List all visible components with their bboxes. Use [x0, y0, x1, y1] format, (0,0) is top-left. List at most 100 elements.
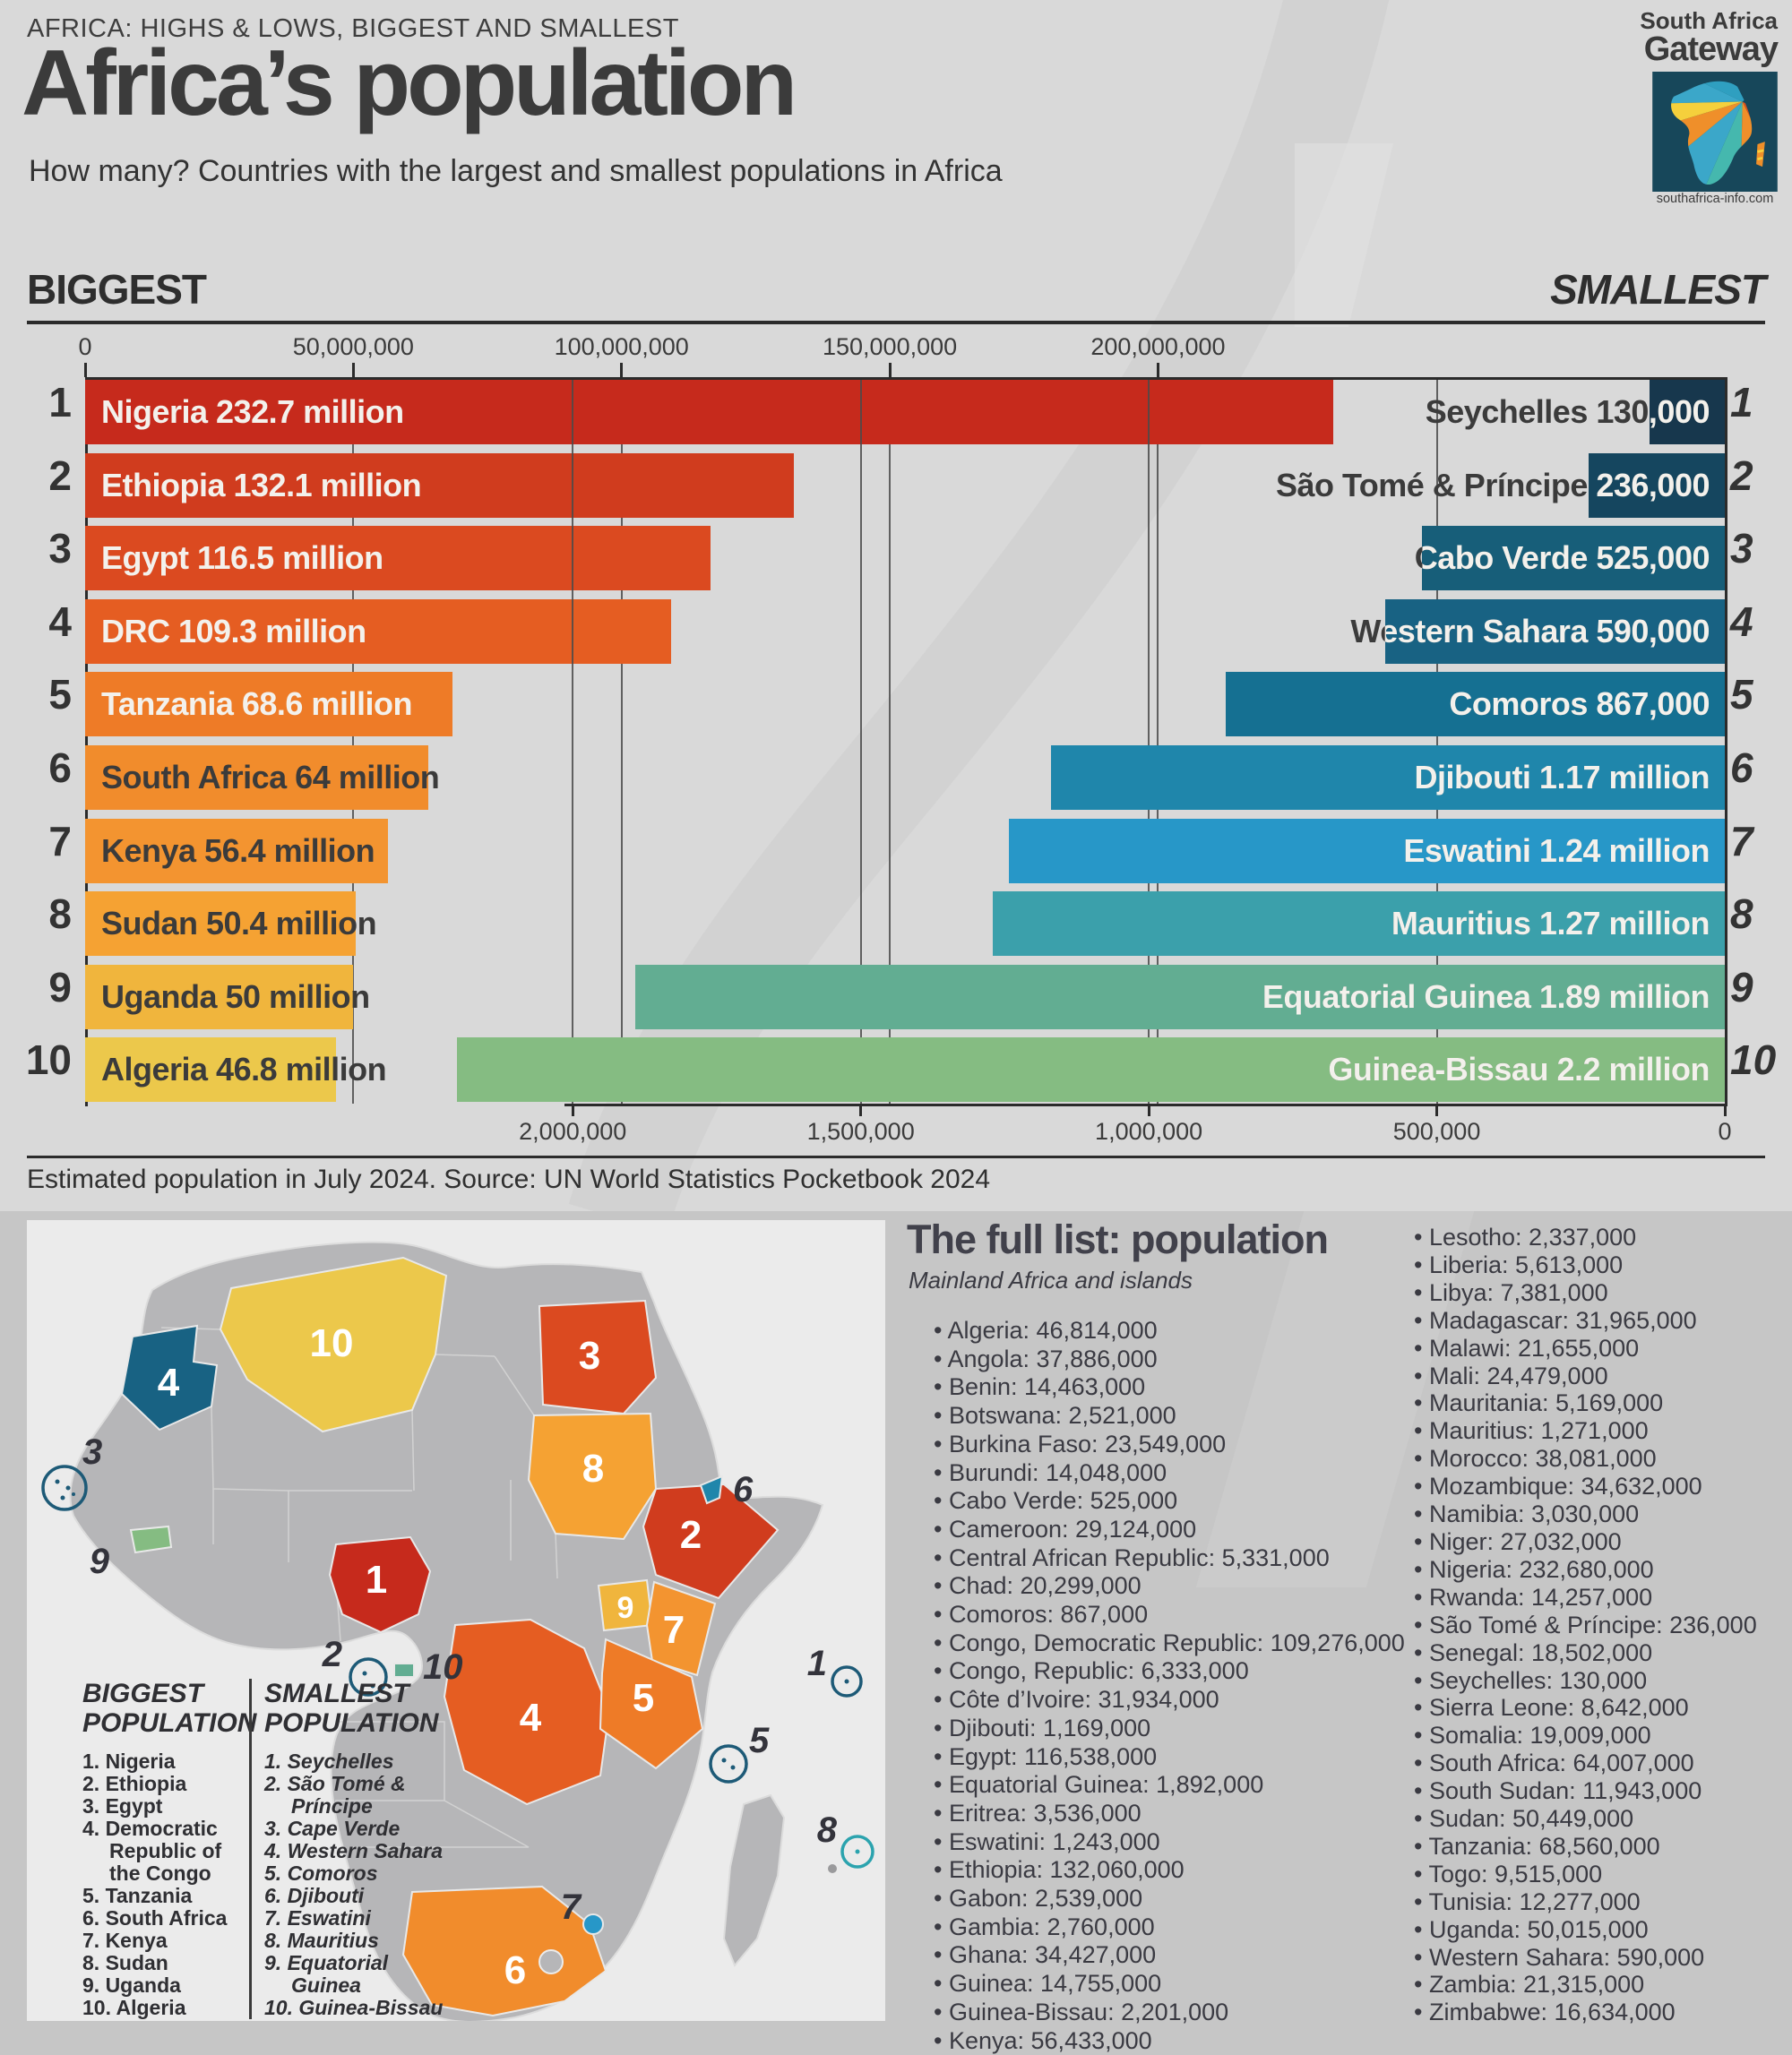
- list-item: Burundi: 14,048,000: [934, 1459, 1417, 1488]
- legend-item: 10. Algeria: [82, 1996, 186, 2019]
- marker-comoros: [709, 1744, 748, 1784]
- list-item: Seychelles: 130,000: [1414, 1667, 1765, 1695]
- bottom-panel: 10 4 3 8 1 2 4 9 7 5 6 3 9 2 10 6 1 5 8 …: [0, 1211, 1792, 2055]
- legend-item: 4. Democratic Republic of the Congo: [82, 1817, 222, 1885]
- list-item: Ethiopia: 132,060,000: [934, 1856, 1417, 1885]
- axis-tick-mark: [571, 1104, 574, 1116]
- marker-sao-tome: [349, 1657, 388, 1697]
- rank: 2: [48, 451, 72, 499]
- bar: [85, 380, 1334, 444]
- list-item: São Tomé & Príncipe: 236,000: [1414, 1612, 1765, 1639]
- list-item: Mozambique: 34,632,000: [1414, 1473, 1765, 1500]
- island-dots: [55, 1479, 860, 1854]
- legend-item: 8. Mauritius: [264, 1929, 379, 1952]
- map-number-ethiopia: 2: [680, 1513, 702, 1557]
- bar-label: Equatorial Guinea 1.89 million: [1262, 977, 1710, 1015]
- bar-row: Mauritius 1.27 million Mauritius 1.27 mil…: [457, 891, 1753, 957]
- bar-row: Djibouti 1.17 million Djibouti 1.17 milli…: [457, 745, 1753, 810]
- list-item: Namibia: 3,030,000: [1414, 1500, 1765, 1528]
- list-item: Congo, Republic: 6,333,000: [934, 1657, 1417, 1686]
- rank: 2: [1730, 451, 1753, 499]
- bar-row: Egypt 116.5 million 3: [48, 526, 1335, 591]
- list-item: Rwanda: 14,257,000: [1414, 1584, 1765, 1612]
- gridline: [1435, 380, 1438, 1104]
- rank: 9: [48, 963, 72, 1010]
- legend-divider: [249, 1679, 252, 2019]
- axis-line-top: [85, 377, 1727, 380]
- legend-item: 9. Equatorial Guinea: [264, 1951, 389, 1997]
- bar-row: South Africa 64 million 6: [48, 745, 1335, 810]
- gridline: [572, 380, 574, 1104]
- list-item: Mauritania: 5,169,000: [1414, 1389, 1765, 1417]
- marker-cape-verde: [41, 1465, 88, 1511]
- map-number-sudan: 8: [582, 1447, 604, 1491]
- axis-tick-mark: [83, 363, 87, 377]
- list-item: Western Sahara: 590,000: [1414, 1944, 1765, 1972]
- map-legend: BIGGEST POPULATION 1. Nigeria 2. Ethiopia…: [82, 1679, 459, 2019]
- axis-tick-label: 50,000,000: [292, 333, 414, 360]
- logo-name-line1: South Africa: [1640, 7, 1778, 34]
- map-number-tanzania: 5: [633, 1676, 654, 1720]
- legend-item: 7. Eswatini: [264, 1906, 371, 1930]
- full-list-subtitle: Mainland Africa and islands: [909, 1267, 1193, 1294]
- list-item: Gabon: 2,539,000: [934, 1885, 1417, 1913]
- axis-smallest: 2,000,000 1,500,000 1,000,000 500,000 0: [457, 1104, 1732, 1154]
- legend-item: 4. Western Sahara: [264, 1839, 444, 1862]
- list-item: Benin: 14,463,000: [934, 1373, 1417, 1402]
- map-number-western-sahara: 4: [158, 1361, 180, 1405]
- rank: 10: [1730, 1036, 1777, 1084]
- list-item: Madagascar: 31,965,000: [1414, 1307, 1765, 1335]
- bar-label-highlight: Cabo Verde 525,000: [1414, 539, 1710, 577]
- bar: [457, 1037, 1725, 1103]
- bar-row: Seychelles 130,000 Seychelles 130,000 1: [457, 380, 1753, 444]
- legend-smallest-title: SMALLEST POPULATION: [264, 1679, 439, 1738]
- bar-row: Guinea-Bissau 2.2 million Guinea-Bissau 2…: [457, 1037, 1776, 1103]
- legend-item: 8. Sudan: [82, 1951, 168, 1974]
- bar: [1008, 818, 1725, 883]
- list-item: Mauritius: 1,271,000: [1414, 1417, 1765, 1445]
- country-sudan: [527, 1412, 658, 1541]
- bar-label-highlight: São Tomé & Príncipe 236,000: [1275, 466, 1710, 503]
- axis-tick-label: 0: [78, 333, 92, 360]
- list-item: Libya: 7,381,000: [1414, 1279, 1765, 1307]
- list-item: Côte d’Ivoire: 31,934,000: [934, 1686, 1417, 1715]
- list-item: Congo, Democratic Republic: 109,276,000: [934, 1629, 1417, 1658]
- bar: [85, 526, 711, 591]
- axis-line-bottom: [564, 1104, 1727, 1106]
- bar-label-highlight: Eswatini 1.24 million: [1403, 831, 1710, 869]
- bar: [85, 891, 357, 957]
- rank: 4: [1730, 598, 1753, 645]
- rank: 1: [1730, 379, 1753, 426]
- bar-label-highlight: Mauritius 1.27 million: [1391, 905, 1710, 942]
- list-item: Morocco: 38,081,000: [1414, 1445, 1765, 1473]
- list-item: Lesotho: 2,337,000: [1414, 1224, 1765, 1251]
- bar-label: Mauritius 1.27 million: [1391, 905, 1710, 942]
- bar-label: Nigeria 232.7 million: [101, 393, 404, 430]
- logo-africa-icon: [1652, 71, 1778, 192]
- bar: [85, 818, 388, 883]
- axis-tick-label: 500,000: [1392, 1118, 1481, 1145]
- list-item: Equatorial Guinea: 1,892,000: [934, 1771, 1417, 1800]
- logo-url: southafrica-info.com: [1656, 191, 1774, 206]
- map-number-egypt: 3: [579, 1334, 600, 1378]
- axis-tick-mark: [859, 1104, 863, 1116]
- country-eswatini: [582, 1913, 604, 1935]
- header-rule: [27, 321, 1765, 324]
- list-item: Senegal: 18,502,000: [1414, 1639, 1765, 1667]
- bar-row: Comoros 867,000 Comoros 867,000 5: [457, 672, 1753, 737]
- bar-label: São Tomé & Príncipe 236,000: [1275, 466, 1710, 503]
- bar: [85, 672, 453, 737]
- reunion-dot: [828, 1864, 837, 1873]
- rank: 8: [1730, 890, 1753, 938]
- bar-row: Ethiopia 132.1 million 2: [48, 452, 1335, 518]
- rank: 6: [1730, 744, 1753, 791]
- list-item: Comoros: 867,000: [934, 1601, 1417, 1629]
- map-number-nigeria: 1: [366, 1558, 387, 1602]
- legend-item: 3. Cape Verde: [264, 1817, 401, 1840]
- footnote: Estimated population in July 2024. Sourc…: [27, 1165, 991, 1194]
- axis-tick-label: 1,000,000: [1095, 1118, 1203, 1145]
- bar-label: Guinea-Bissau 2.2 million: [1328, 1051, 1710, 1088]
- list-item: Botswana: 2,521,000: [934, 1402, 1417, 1431]
- legend-item: 3. Egypt: [82, 1794, 163, 1818]
- full-list-column-1: Algeria: 46,814,000Angola: 37,886,000Ben…: [934, 1317, 1417, 2055]
